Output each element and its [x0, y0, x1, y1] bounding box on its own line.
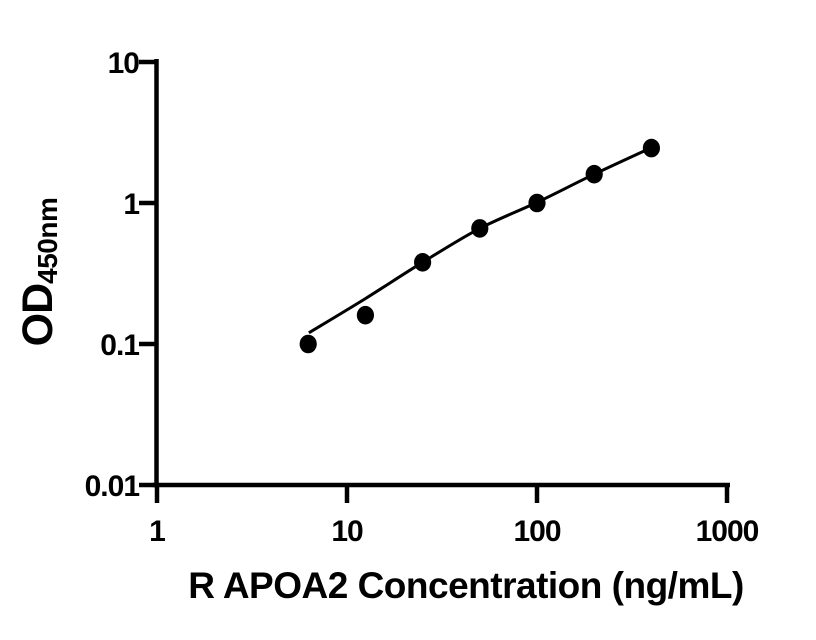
data-point-marker [299, 334, 317, 354]
x-tick-label: 1 [149, 515, 165, 548]
data-point-marker [642, 138, 661, 158]
y-tick-label: 0.01 [85, 470, 140, 503]
data-point-marker [528, 193, 546, 213]
y-tick-label: 0.1 [100, 329, 139, 362]
y-tick-label: 10 [108, 47, 140, 80]
chart-plot-area: 1 10 100 1000 0.01 0.1 1 10 [85, 47, 760, 548]
x-tick-label: 10 [331, 515, 363, 548]
y-axis-title: OD450nm [14, 198, 63, 347]
x-tick-label: 100 [513, 515, 560, 548]
y-tick-label: 1 [123, 188, 139, 221]
data-point-marker [356, 305, 374, 325]
data-point-marker [471, 219, 489, 238]
y-axis-title-subscript: 450nm [32, 198, 63, 284]
x-tick-label: 1000 [696, 515, 759, 548]
y-axis-title-main: OD [14, 284, 62, 347]
data-point-marker [414, 252, 432, 272]
x-axis-title: R APOA2 Concentration (ng/mL) [188, 565, 744, 606]
data-point-marker [585, 164, 603, 184]
